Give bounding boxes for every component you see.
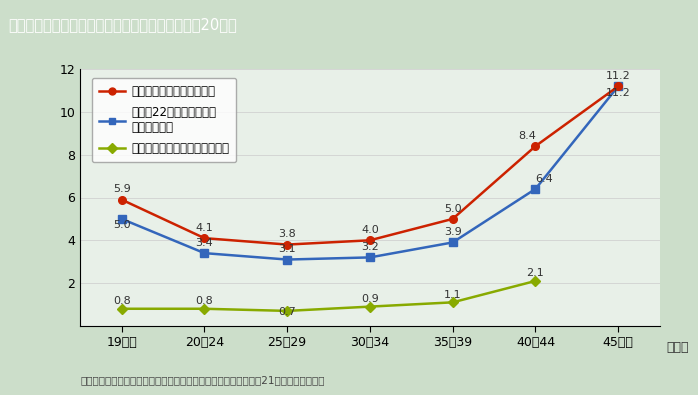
Text: 3.2: 3.2 [361, 242, 379, 252]
Text: 3.9: 3.9 [444, 227, 461, 237]
Text: 0.8: 0.8 [195, 296, 214, 306]
Text: 1.1: 1.1 [444, 290, 461, 300]
Text: 0.8: 0.8 [113, 296, 131, 306]
Text: （備考）（財）母子衛生研究会「母子保健の主なる統計」（平成21年度）より作成。: （備考）（財）母子衛生研究会「母子保健の主なる統計」（平成21年度）より作成。 [80, 375, 325, 385]
Text: 5.0: 5.0 [113, 220, 131, 229]
Text: 3.4: 3.4 [195, 238, 214, 248]
Text: 2.1: 2.1 [526, 268, 544, 278]
Text: 3.8: 3.8 [279, 229, 296, 239]
Text: 8.4: 8.4 [518, 131, 536, 141]
Text: 3.1: 3.1 [279, 244, 296, 254]
Text: 5.0: 5.0 [444, 203, 461, 214]
Text: 5.9: 5.9 [113, 184, 131, 194]
Text: 6.4: 6.4 [535, 173, 553, 184]
Text: （歳）: （歳） [667, 341, 689, 354]
Legend: 周産期死亡率（出産千対）, 妊娠満22週以後の死産率
（出産千対）, 早期新生児死亡率（出生千対）: 周産期死亡率（出産千対）, 妊娠満22週以後の死産率 （出産千対）, 早期新生児… [92, 77, 236, 162]
Text: 11.2: 11.2 [606, 71, 630, 81]
Text: 0.9: 0.9 [361, 294, 379, 304]
Text: 11.2: 11.2 [606, 88, 630, 98]
Text: 第１－７－２図　母の年齢別周産期死亡率（平成20年）: 第１－７－２図 母の年齢別周産期死亡率（平成20年） [8, 17, 237, 32]
Text: 4.1: 4.1 [195, 223, 214, 233]
Text: 4.0: 4.0 [361, 225, 379, 235]
Text: 0.7: 0.7 [279, 307, 296, 317]
